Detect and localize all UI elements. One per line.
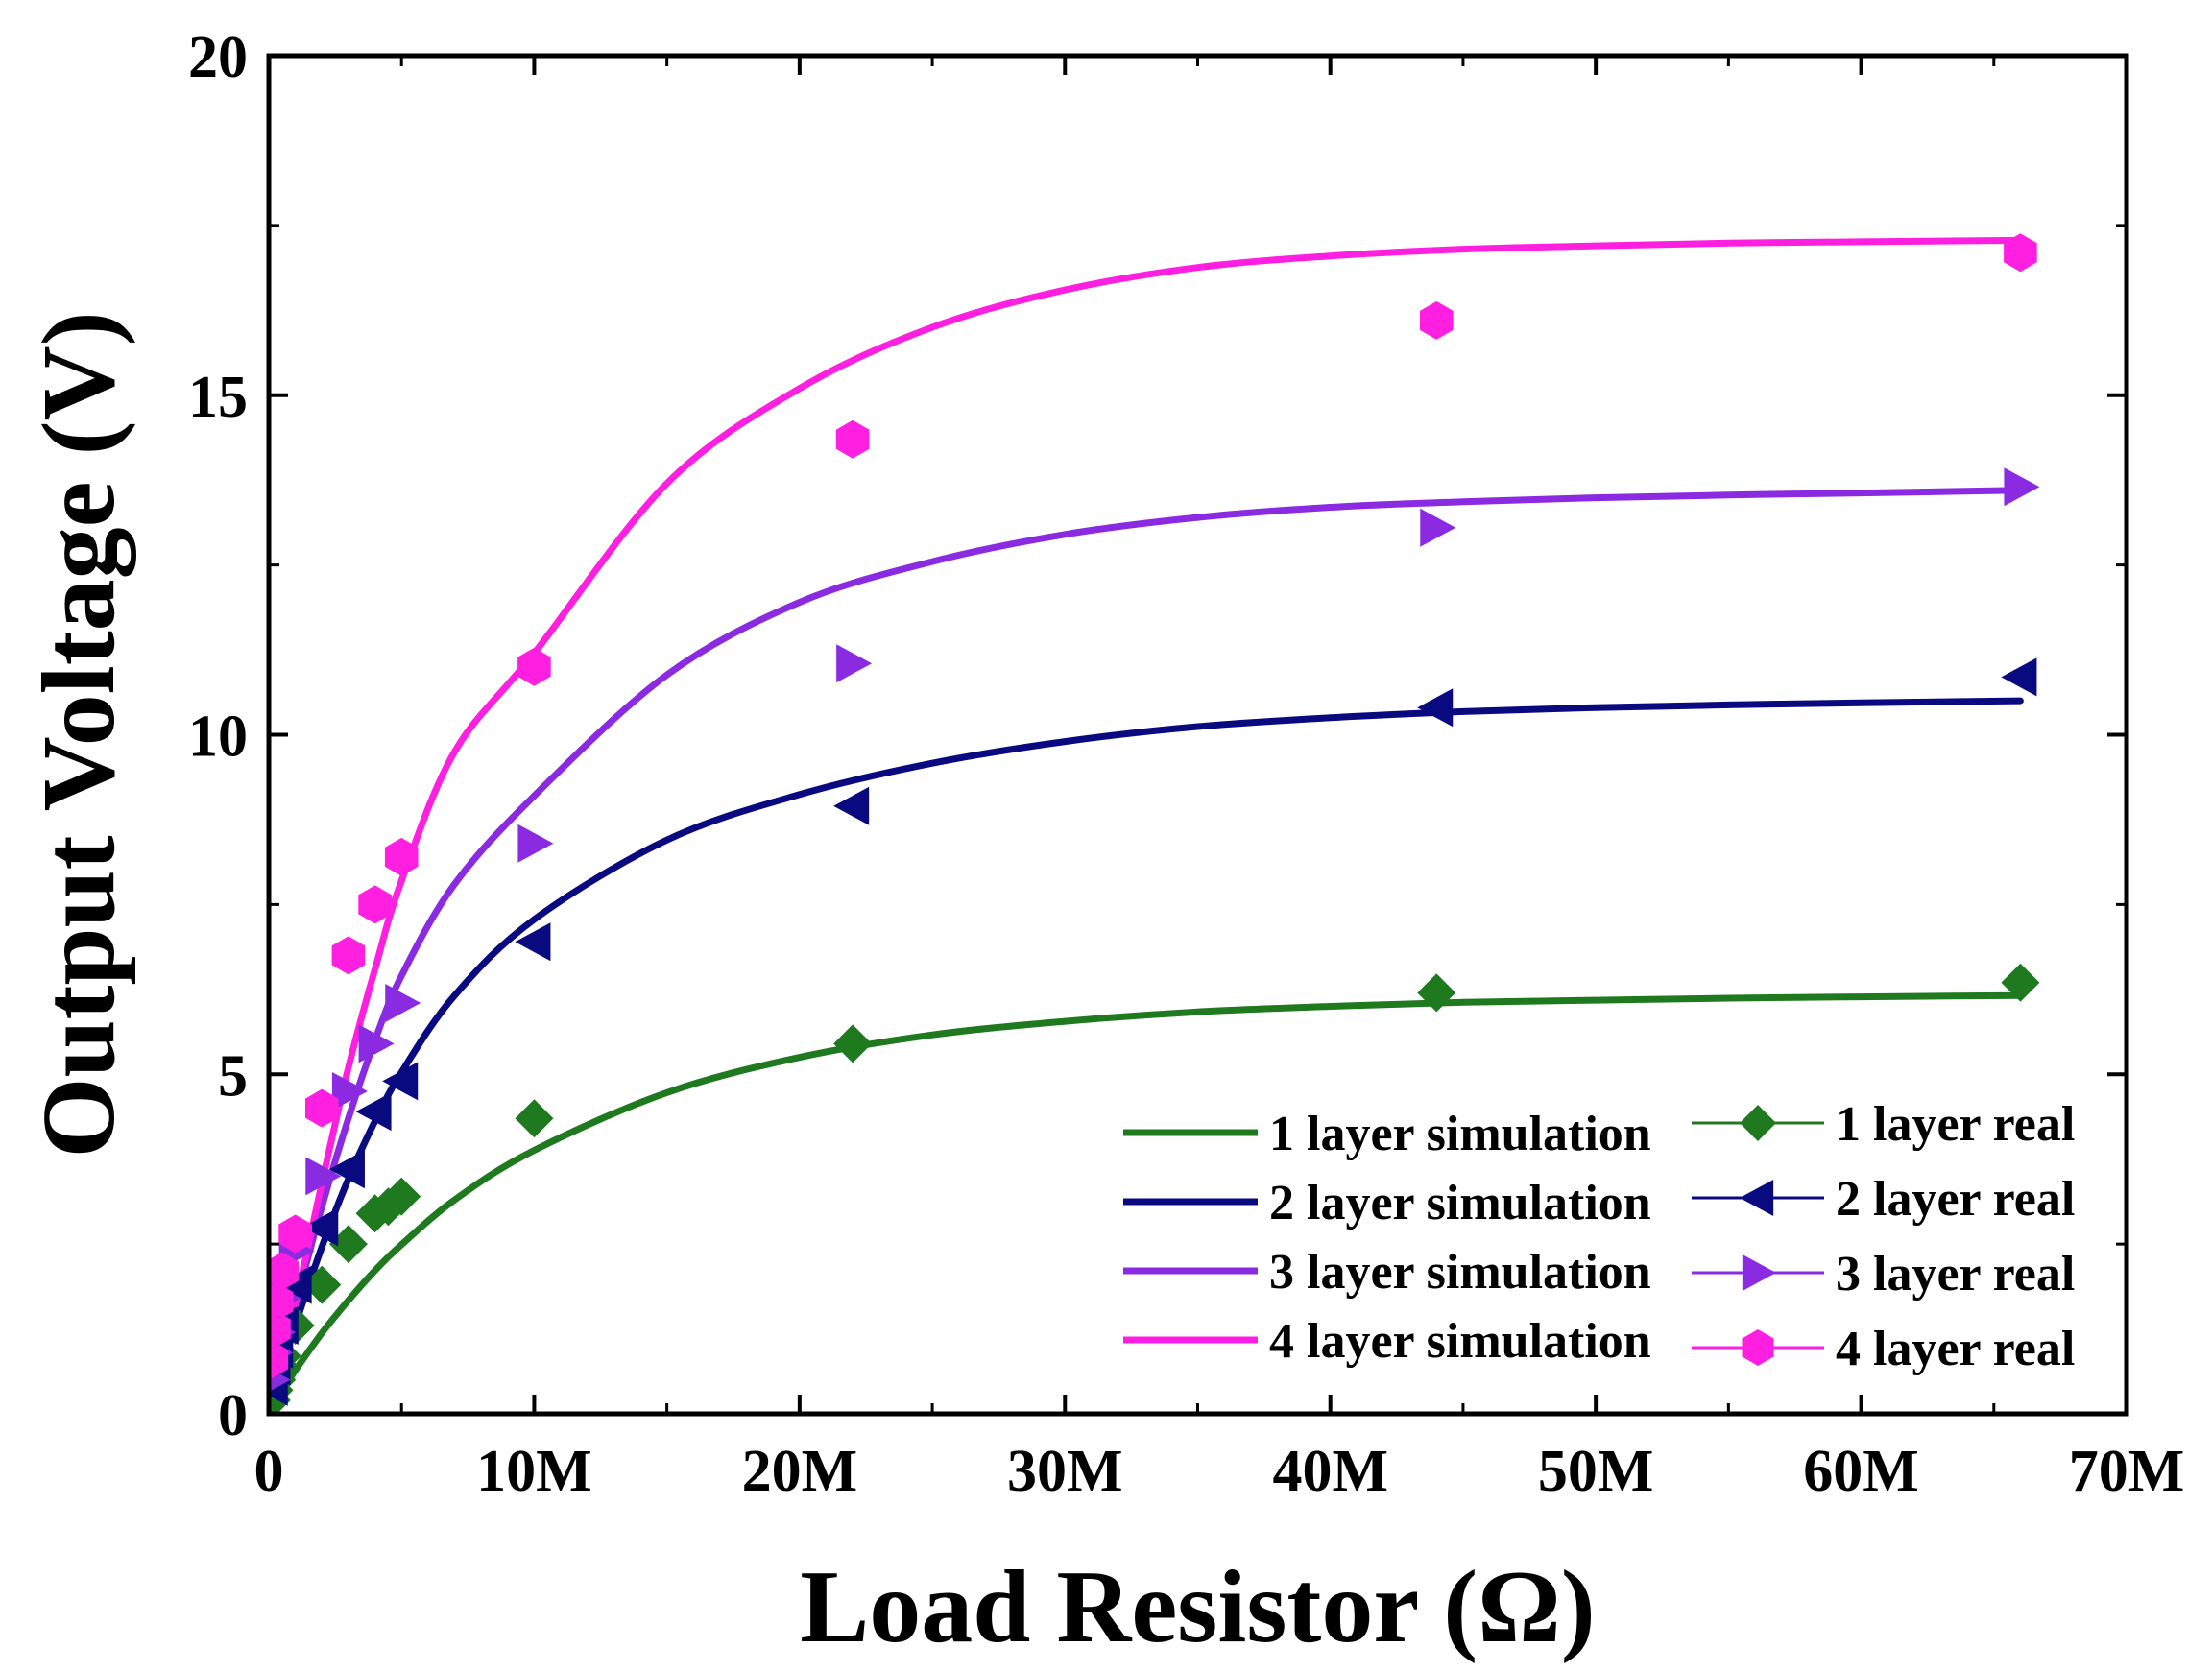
data-point-4-layer-real [358,885,392,924]
data-point-4-layer-real [331,936,366,975]
legend-marker [1742,1329,1774,1366]
data-point-2-layer-real [1417,688,1454,728]
data-point-1-layer-real [328,1225,368,1264]
y-tick-label: 15 [188,365,248,430]
data-point-4-layer-real [2004,233,2037,273]
legend-label: 3 layer simulation [1269,1245,1651,1300]
data-point-2-layer-real [515,922,551,962]
data-point-4-layer-real [517,647,551,686]
x-tick-label: 70M [2069,1439,2185,1504]
data-point-4-layer-real [269,1282,294,1322]
y-tick-label: 20 [188,25,248,90]
series-line-2-layer-simulation [269,697,2024,1414]
x-tick-label: 10M [476,1439,592,1504]
data-point-3-layer-real [305,1157,342,1196]
legend-label: 2 layer real [1836,1172,2075,1227]
data-point-3-layer-real [836,644,873,683]
legend-marker [1742,1254,1776,1291]
legend-label: 2 layer simulation [1269,1176,1651,1230]
axes-layer: 0 10M 20M 30M 40M 50M 60M 70M 0 5 10 15 20 [188,25,2184,1504]
data-point-2-layer-real [302,1207,339,1247]
legend: 1 layer simulation 2 layer simulation 3 la… [1123,1097,2075,1376]
data-point-3-layer-real [358,1024,395,1063]
series-4-layer-real [269,233,2037,1379]
x-axis-title: Load Resistor (Ω) [800,1550,1595,1664]
data-point-3-layer-real [2004,467,2040,507]
data-point-2-layer-real [328,1150,365,1189]
y-tick-label: 0 [218,1383,248,1448]
x-tick-label: 0 [254,1439,284,1504]
data-point-2-layer-real [382,1062,419,1101]
data-point-3-layer-real [517,824,554,863]
legend-label: 3 layer real [1836,1247,2075,1302]
data-point-2-layer-real [276,1265,312,1304]
data-point-1-layer-real [1417,973,1456,1013]
data-point-4-layer-real [269,1252,300,1291]
data-point-4-layer-real [278,1214,312,1254]
series-1-layer-real [269,963,2040,1414]
legend-label: 4 layer simulation [1269,1314,1651,1369]
data-point-2-layer-real [2001,657,2037,697]
data-point-4-layer-real [384,837,419,876]
data-point-3-layer-real [385,983,421,1022]
data-point-1-layer-real [833,1024,873,1063]
x-tick-label: 50M [1538,1439,1654,1504]
x-tick-label: 20M [742,1439,858,1504]
legend-label: 1 layer real [1836,1097,2075,1152]
legend-label: 1 layer simulation [1269,1107,1651,1161]
x-tick-label: 60M [1803,1439,1919,1504]
series-3-layer-simulation [269,487,2024,1414]
data-point-1-layer-real [382,1177,421,1216]
data-point-3-layer-real [331,1071,368,1111]
y-tick-label: 10 [188,705,248,770]
data-point-2-layer-real [833,786,870,825]
data-point-4-layer-real [269,1340,289,1379]
data-point-4-layer-real [1420,300,1454,340]
data-point-3-layer-real [1420,508,1456,547]
legend-label: 4 layer real [1836,1322,2075,1376]
data-point-1-layer-real [2001,963,2040,1002]
data-point-4-layer-real [305,1088,339,1128]
data-point-2-layer-real [355,1092,392,1132]
y-axis-title: Output Voltage (V) [22,311,136,1158]
x-tick-label: 40M [1272,1439,1388,1504]
series-line-3-layer-simulation [269,487,2024,1414]
y-tick-label: 5 [218,1043,248,1109]
data-point-1-layer-real [302,1265,342,1304]
series-2-layer-simulation [269,697,2024,1414]
plot-layer [269,233,2040,1414]
data-point-4-layer-real [835,419,870,459]
data-point-1-layer-real [515,1099,554,1138]
legend-marker [1740,1105,1776,1141]
legend-marker [1740,1180,1774,1216]
x-tick-label: 30M [1007,1439,1123,1504]
